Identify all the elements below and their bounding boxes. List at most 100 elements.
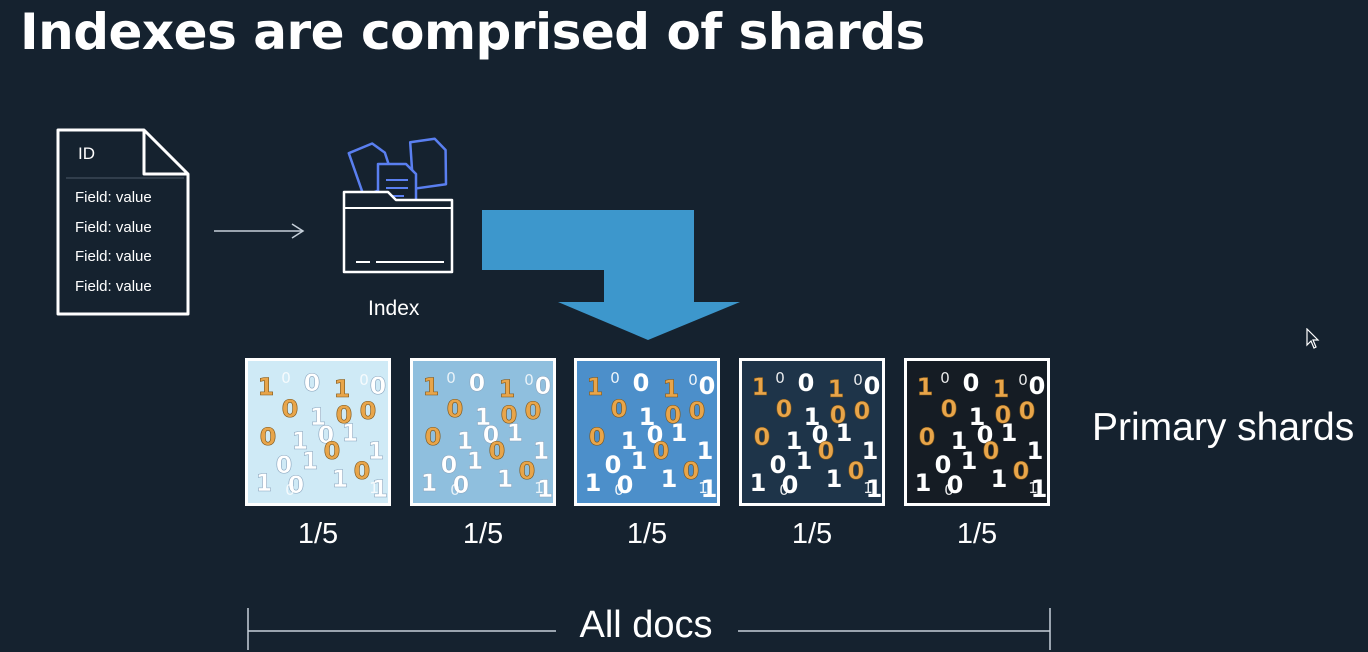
svg-text:0: 0	[318, 421, 335, 449]
svg-text:1: 1	[475, 403, 492, 431]
svg-text:0: 0	[919, 423, 936, 451]
svg-text:0: 0	[359, 371, 369, 389]
svg-text:0: 0	[665, 401, 682, 429]
arrow-right-icon	[214, 223, 305, 239]
svg-text:0: 0	[683, 457, 700, 485]
svg-text:1: 1	[457, 427, 474, 455]
svg-text:0: 0	[360, 397, 377, 425]
svg-text:1: 1	[368, 437, 385, 465]
svg-text:1: 1	[1028, 479, 1038, 497]
svg-text:0: 0	[776, 395, 793, 423]
svg-text:1: 1	[991, 465, 1008, 493]
svg-text:0: 0	[469, 369, 486, 397]
document-field: Field: value	[75, 277, 152, 295]
svg-text:0: 0	[519, 457, 536, 485]
svg-text:0: 0	[605, 451, 622, 479]
svg-text:0: 0	[446, 369, 456, 387]
slide-title: Indexes are comprised of shards	[20, 3, 925, 61]
svg-text:0: 0	[983, 437, 1000, 465]
document-field: Field: value	[75, 189, 152, 206]
svg-text:1: 1	[804, 403, 821, 431]
svg-text:0: 0	[276, 451, 293, 479]
svg-text:1: 1	[836, 419, 853, 447]
svg-text:1: 1	[961, 447, 978, 475]
svg-text:1: 1	[497, 465, 514, 493]
shard-fraction-label: 1/5	[956, 518, 998, 550]
svg-text:1: 1	[863, 479, 873, 497]
svg-text:1: 1	[750, 469, 767, 497]
svg-text:1: 1	[698, 479, 708, 497]
svg-text:1: 1	[621, 427, 638, 455]
svg-text:1: 1	[1001, 419, 1018, 447]
svg-text:1: 1	[663, 375, 680, 403]
svg-text:0: 0	[524, 371, 534, 389]
svg-text:1: 1	[587, 373, 604, 401]
svg-text:0: 0	[977, 421, 994, 449]
svg-text:1: 1	[1027, 437, 1044, 465]
svg-text:1: 1	[796, 447, 813, 475]
shard-fraction-label: 1/5	[791, 518, 833, 550]
svg-text:1: 1	[256, 469, 273, 497]
svg-text:0: 0	[304, 369, 321, 397]
svg-text:0: 0	[324, 437, 341, 465]
svg-text:1: 1	[639, 403, 656, 431]
svg-text:1: 1	[866, 475, 882, 503]
svg-text:0: 0	[285, 481, 295, 499]
index-folder-icon	[342, 137, 454, 274]
svg-text:1: 1	[661, 465, 678, 493]
mouse-cursor-icon	[1306, 328, 1320, 349]
shard-fraction-label: 1/5	[297, 518, 339, 550]
svg-text:0: 0	[770, 451, 787, 479]
svg-text:0: 0	[775, 369, 785, 387]
svg-text:0: 0	[501, 401, 518, 429]
svg-text:1: 1	[334, 375, 351, 403]
svg-text:0: 0	[699, 372, 716, 400]
svg-text:1: 1	[467, 447, 484, 475]
svg-text:0: 0	[288, 471, 305, 499]
svg-text:0: 0	[525, 397, 542, 425]
svg-text:1: 1	[671, 419, 688, 447]
svg-text:0: 0	[853, 371, 863, 389]
svg-text:1: 1	[915, 469, 932, 497]
document-field-list: Field: value Field: value Field: value F…	[75, 188, 152, 306]
big-down-arrow-icon	[482, 210, 740, 340]
svg-text:0: 0	[589, 423, 606, 451]
svg-text:0: 0	[963, 369, 980, 397]
svg-text:1: 1	[969, 403, 986, 431]
svg-text:0: 0	[489, 437, 506, 465]
svg-text:0: 0	[260, 423, 277, 451]
svg-text:0: 0	[281, 369, 291, 387]
svg-text:0: 0	[370, 372, 387, 400]
svg-text:1: 1	[258, 373, 275, 401]
svg-text:0: 0	[282, 395, 299, 423]
svg-text:0: 0	[1018, 371, 1028, 389]
svg-text:0: 0	[1019, 397, 1036, 425]
svg-text:0: 0	[647, 421, 664, 449]
document-field: Field: value	[75, 218, 152, 236]
svg-text:0: 0	[812, 421, 829, 449]
svg-text:0: 0	[535, 372, 552, 400]
svg-text:1: 1	[828, 375, 845, 403]
svg-text:1: 1	[752, 373, 769, 401]
svg-text:1: 1	[701, 475, 717, 503]
svg-text:0: 0	[1029, 372, 1046, 400]
svg-text:1: 1	[342, 419, 359, 447]
svg-text:1: 1	[423, 373, 440, 401]
svg-text:0: 0	[940, 369, 950, 387]
svg-text:0: 0	[633, 369, 650, 397]
svg-text:0: 0	[610, 369, 620, 387]
svg-text:0: 0	[336, 401, 353, 429]
document-icon: ID Field: value Field: value Field: valu…	[56, 128, 190, 318]
svg-text:1: 1	[421, 469, 438, 497]
svg-text:1: 1	[537, 475, 553, 503]
svg-text:0: 0	[944, 481, 954, 499]
svg-text:0: 0	[614, 481, 624, 499]
shard-fraction-label: 1/5	[462, 518, 504, 550]
svg-text:0: 0	[848, 457, 865, 485]
svg-text:1: 1	[786, 427, 803, 455]
svg-text:1: 1	[697, 437, 714, 465]
svg-text:1: 1	[951, 427, 968, 455]
svg-text:0: 0	[447, 395, 464, 423]
